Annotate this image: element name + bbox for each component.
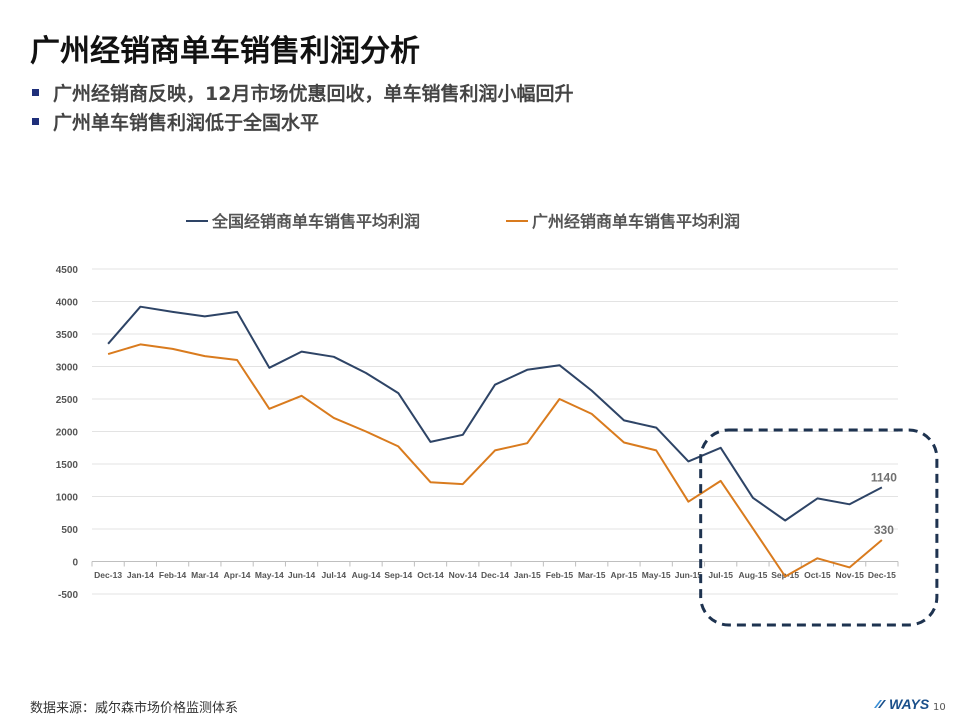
x-tick-label: Aug-15	[739, 570, 768, 580]
y-tick-label: 2000	[56, 428, 79, 439]
x-tick-label: Feb-15	[546, 570, 574, 580]
y-tick-label: 4500	[56, 265, 79, 276]
data-label: 330	[874, 523, 894, 537]
legend-label: 全国经销商单车销售平均利润	[211, 212, 420, 231]
x-tick-label: Jan-14	[127, 570, 154, 580]
x-tick-label: Dec-15	[868, 570, 896, 580]
logo-text: WAYS	[889, 696, 930, 712]
y-tick-label: 2500	[56, 395, 79, 406]
x-tick-label: Dec-14	[481, 570, 509, 580]
x-tick-label: Mar-15	[578, 570, 606, 580]
x-tick-label: Mar-14	[191, 570, 219, 580]
y-tick-label: 3000	[56, 363, 79, 374]
national-profit-line	[107, 305, 883, 522]
data-source: 数据来源：威尔森市场价格监测体系	[30, 701, 239, 716]
page-number: 10	[933, 702, 946, 713]
bullet-square-icon	[32, 89, 39, 96]
bullet-text: 广州经销商反映，12月市场优惠回收，单车销售利润小幅回升	[53, 83, 574, 105]
y-tick-label: 4000	[56, 298, 79, 309]
slide-title: 广州经销商单车销售利润分析	[30, 34, 420, 69]
y-tick-label: 0	[72, 558, 78, 569]
x-tick-label: Nov-15	[835, 570, 864, 580]
data-label: 1140	[871, 470, 897, 484]
x-tick-label: Oct-14	[417, 570, 444, 580]
bullet-list: 广州经销商反映，12月市场优惠回收，单车销售利润小幅回升 广州单车销售利润低于全…	[32, 78, 573, 136]
bullet-item: 广州经销商反映，12月市场优惠回收，单车销售利润小幅回升	[32, 78, 573, 107]
x-tick-label: Jan-15	[514, 570, 541, 580]
x-tick-label: Oct-15	[804, 570, 831, 580]
x-tick-label: Apr-14	[224, 570, 251, 580]
x-tick-label: Nov-14	[449, 570, 478, 580]
y-tick-label: 3500	[56, 330, 79, 341]
y-tick-label: 500	[61, 525, 78, 536]
x-tick-label: Sep-14	[384, 570, 412, 580]
x-tick-label: May-15	[642, 570, 671, 580]
legend-label: 广州经销商单车销售平均利润	[532, 212, 740, 231]
ways-logo: WAYS	[873, 696, 929, 712]
bullet-text: 广州单车销售利润低于全国水平	[53, 112, 320, 134]
bullet-square-icon	[32, 118, 39, 125]
x-tick-label: Aug-14	[352, 570, 381, 580]
y-tick-label: 1000	[56, 493, 79, 504]
x-tick-label: Jul-15	[708, 570, 733, 580]
x-tick-label: Feb-14	[159, 570, 187, 580]
y-tick-label: 1500	[56, 460, 79, 471]
ways-logo-icon	[874, 700, 886, 708]
x-tick-label: Jun-15	[675, 570, 703, 580]
x-tick-label: Dec-13	[94, 570, 122, 580]
x-tick-label: Jul-14	[322, 570, 347, 580]
bullet-item: 广州单车销售利润低于全国水平	[32, 107, 573, 136]
x-tick-label: Apr-15	[610, 570, 637, 580]
x-tick-label: May-14	[255, 570, 284, 580]
y-tick-label: -500	[58, 590, 78, 601]
highlight-box	[699, 428, 939, 627]
guangzhou-profit-line	[107, 343, 883, 578]
x-tick-label: Jun-14	[288, 570, 316, 580]
